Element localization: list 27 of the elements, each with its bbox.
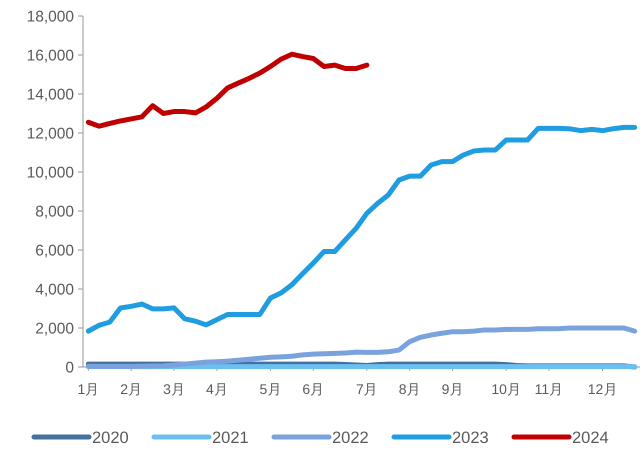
x-tick-label: 6月 bbox=[302, 381, 324, 397]
y-tick-label: 14,000 bbox=[26, 86, 74, 104]
y-tick-label: 4,000 bbox=[35, 282, 74, 298]
legend-label: 2024 bbox=[572, 429, 609, 447]
y-tick-label: 18,000 bbox=[26, 8, 74, 26]
y-tick-label: 2,000 bbox=[35, 320, 74, 338]
x-tick-label: 10月 bbox=[491, 381, 521, 397]
x-tick-label: 7月 bbox=[356, 381, 378, 397]
x-tick-label: 2月 bbox=[120, 381, 142, 397]
x-tick-label: 3月 bbox=[163, 381, 185, 397]
y-tick-label: 6,000 bbox=[35, 242, 74, 260]
legend-label: 2022 bbox=[332, 429, 369, 447]
y-tick-label: 8,000 bbox=[35, 204, 74, 220]
x-tick-label: 11月 bbox=[534, 381, 564, 397]
x-tick-label: 4月 bbox=[206, 381, 228, 397]
x-tick-label: 9月 bbox=[442, 381, 464, 397]
y-tick-label: 12,000 bbox=[26, 126, 74, 142]
y-tick-label: 10,000 bbox=[26, 164, 74, 182]
x-tick-label: 8月 bbox=[398, 381, 421, 397]
x-tick-label: 12月 bbox=[588, 381, 618, 397]
legend-label: 2023 bbox=[452, 429, 489, 447]
x-tick-label: 1月 bbox=[77, 381, 100, 397]
y-tick-label: 16,000 bbox=[26, 48, 74, 64]
legend-label: 2021 bbox=[212, 429, 249, 447]
y-tick-label: 0 bbox=[65, 360, 74, 376]
legend-label: 2020 bbox=[92, 429, 129, 447]
x-tick-label: 5月 bbox=[260, 381, 282, 397]
